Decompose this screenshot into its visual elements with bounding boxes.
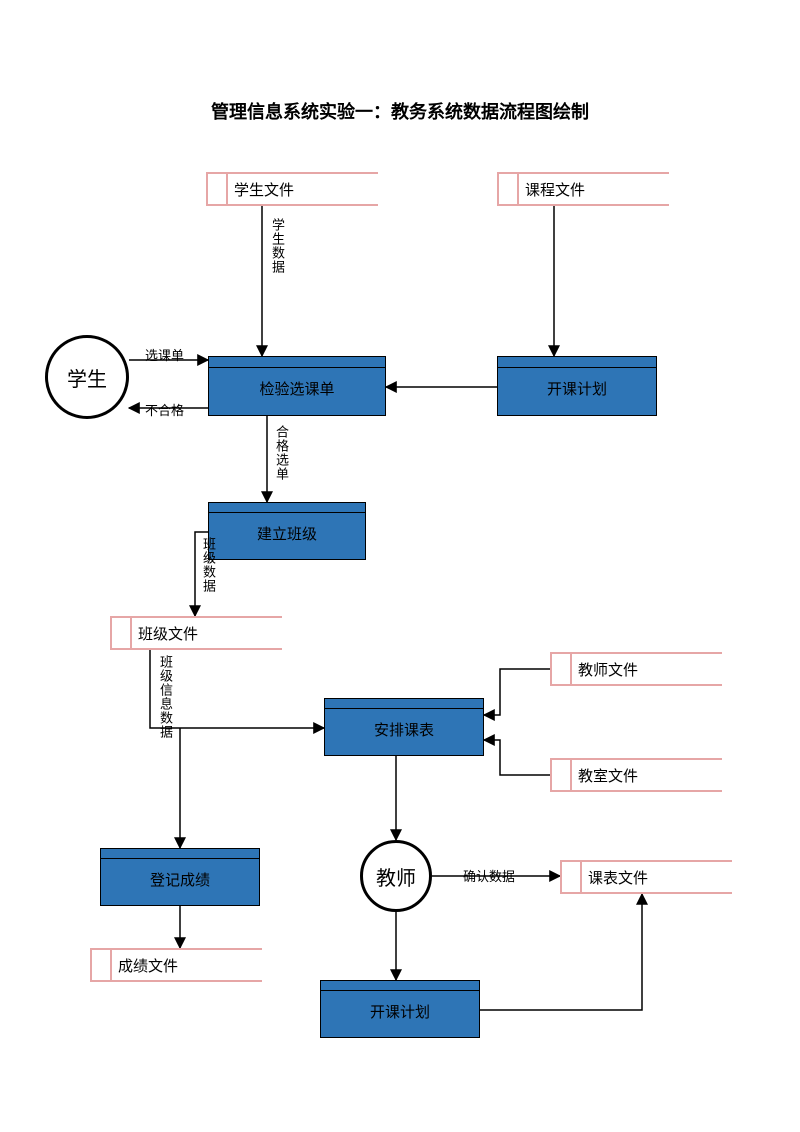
edge-label-selectForm: 选课单 [145,345,184,364]
datastore-roomFile-label: 教室文件 [578,765,638,786]
flow-edge [484,669,550,715]
process-verify: 检验选课单 [208,356,386,416]
process-plan2: 开课计划 [320,980,480,1038]
datastore-studentFile: 学生文件 [206,172,378,206]
edge-label-classData: 班级数据 [199,537,218,593]
datastore-roomFile: 教室文件 [550,758,722,792]
process-plan2-label: 开课计划 [370,1001,430,1022]
edge-label-studentData: 学生数据 [268,218,287,274]
entity-student: 学生 [45,335,129,419]
datastore-gradeFile: 成绩文件 [90,948,262,982]
diagram-canvas: 管理信息系统实验一：教务系统数据流程图绘制 学生教师检验选课单开课计划建立班级安… [0,0,800,1132]
flow-edge [484,740,550,775]
page-title: 管理信息系统实验一：教务系统数据流程图绘制 [0,98,800,124]
datastore-teacherFile: 教师文件 [550,652,722,686]
edge-label-okForm: 合格选单 [272,425,291,481]
process-schedule: 安排课表 [324,698,484,756]
entity-teacher: 教师 [360,840,432,912]
datastore-classFile: 班级文件 [110,616,282,650]
process-grade: 登记成绩 [100,848,260,906]
edge-label-classInfo: 班级信息数据 [156,655,175,739]
datastore-timetableFile: 课表文件 [560,860,732,894]
process-grade-label: 登记成绩 [150,869,210,890]
flow-edge [150,650,324,728]
flow-edge [480,894,642,1010]
process-verify-label: 检验选课单 [259,378,334,399]
datastore-teacherFile-label: 教师文件 [578,659,638,680]
process-plan1-label: 开课计划 [547,378,607,399]
datastore-timetableFile-label: 课表文件 [588,867,648,888]
edge-label-reject: 不合格 [145,400,184,419]
process-class-label: 建立班级 [257,523,317,544]
datastore-courseFile-label: 课程文件 [525,179,585,200]
process-schedule-label: 安排课表 [374,719,434,740]
datastore-classFile-label: 班级文件 [138,623,198,644]
datastore-studentFile-label: 学生文件 [234,179,294,200]
datastore-gradeFile-label: 成绩文件 [118,955,178,976]
process-class: 建立班级 [208,502,366,560]
datastore-courseFile: 课程文件 [497,172,669,206]
edge-label-confirm: 确认数据 [463,866,515,885]
process-plan1: 开课计划 [497,356,657,416]
